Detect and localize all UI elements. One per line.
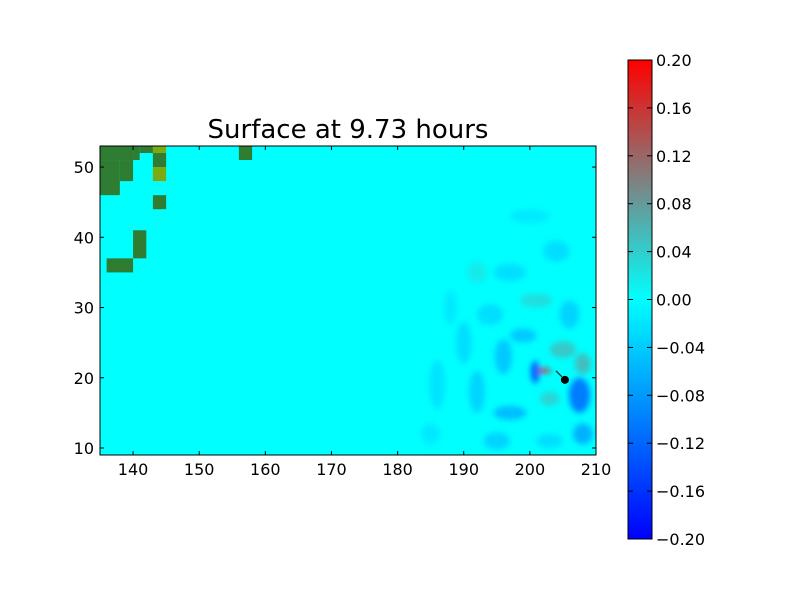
marker-layer bbox=[555, 370, 569, 384]
wave-feature bbox=[493, 263, 527, 281]
wave-feature bbox=[539, 391, 560, 406]
y-tick-label: 40 bbox=[74, 228, 94, 247]
plot-area: 140 150 160 170 180 190 200 210 10 20 30 40 50 bbox=[74, 145, 611, 479]
land-cell bbox=[139, 146, 153, 154]
plot-background bbox=[100, 146, 596, 455]
x-tick-label: 200 bbox=[515, 460, 546, 479]
y-tick-label: 30 bbox=[74, 299, 94, 318]
x-tick-label: 180 bbox=[382, 460, 413, 479]
land-cell bbox=[152, 146, 167, 154]
colorbar-tick-label: −0.04 bbox=[656, 338, 705, 357]
land-cell bbox=[133, 146, 140, 161]
x-tick-label: 160 bbox=[250, 460, 281, 479]
wave-feature bbox=[420, 423, 441, 445]
wave-field bbox=[420, 209, 593, 450]
y-tick-label: 20 bbox=[74, 369, 94, 388]
wave-feature bbox=[536, 433, 563, 448]
y-tick-label: 50 bbox=[74, 158, 94, 177]
colorbar-tick-label: −0.20 bbox=[656, 530, 705, 549]
wave-feature bbox=[572, 423, 593, 445]
marker-tail bbox=[555, 370, 563, 378]
wave-feature bbox=[510, 328, 537, 343]
land-cell bbox=[133, 230, 147, 259]
wave-feature bbox=[429, 360, 446, 410]
land-cell bbox=[152, 195, 167, 210]
wave-feature bbox=[483, 432, 511, 450]
colorbar-tick-label: 0.00 bbox=[656, 291, 692, 310]
wave-feature bbox=[530, 360, 540, 384]
land-cell bbox=[119, 160, 134, 182]
land-cell bbox=[106, 258, 134, 273]
colorbar-tick-label: −0.08 bbox=[656, 386, 705, 405]
x-tick-label: 210 bbox=[581, 460, 612, 479]
land-mask bbox=[100, 146, 253, 273]
wave-feature bbox=[559, 300, 580, 329]
wave-feature bbox=[543, 240, 570, 262]
colorbar-tick-label: 0.04 bbox=[656, 243, 692, 262]
land-cell bbox=[238, 146, 253, 161]
colorbar-tick-label: 0.12 bbox=[656, 147, 692, 166]
wave-feature bbox=[476, 304, 504, 326]
wave-feature bbox=[549, 341, 577, 359]
colorbar-ticks: 0.20 0.16 0.12 0.08 0.04 0.00 −0.04 −0.08 −0.12 −… bbox=[628, 51, 705, 549]
wave-feature bbox=[493, 405, 527, 420]
wave-feature bbox=[568, 377, 591, 413]
colorbar-tick-label: 0.16 bbox=[656, 99, 692, 118]
wave-feature bbox=[574, 353, 591, 375]
wave-feature bbox=[510, 209, 550, 224]
y-axis: 10 20 30 40 50 bbox=[74, 158, 596, 458]
wave-feature bbox=[443, 289, 458, 326]
wave-feature bbox=[467, 261, 487, 283]
chart-title: Surface at 9.73 hours bbox=[208, 115, 489, 145]
land-cell bbox=[152, 153, 167, 168]
y-tick-label: 10 bbox=[74, 439, 94, 458]
land-cell bbox=[100, 146, 134, 161]
wave-feature bbox=[494, 339, 513, 375]
colorbar-tick-label: 0.20 bbox=[656, 51, 692, 70]
colorbar-tick-label: −0.12 bbox=[656, 434, 705, 453]
x-tick-label: 170 bbox=[316, 460, 347, 479]
colorbar-tick-label: −0.16 bbox=[656, 482, 705, 501]
location-marker bbox=[560, 375, 569, 384]
wave-feature bbox=[519, 293, 554, 308]
wave-feature bbox=[469, 370, 485, 413]
x-tick-label: 150 bbox=[184, 460, 215, 479]
land-cell bbox=[152, 167, 167, 182]
x-tick-label: 140 bbox=[118, 460, 149, 479]
colorbar-tick-label: 0.08 bbox=[656, 195, 692, 214]
plot-frame bbox=[99, 145, 597, 456]
x-tick-label: 190 bbox=[448, 460, 479, 479]
land-cell bbox=[100, 160, 120, 196]
x-axis: 140 150 160 170 180 190 200 210 bbox=[118, 146, 611, 479]
wave-feature bbox=[455, 321, 472, 364]
colorbar: 0.20 0.16 0.12 0.08 0.04 0.00 −0.04 −0.08 −0.12 −… bbox=[627, 51, 705, 549]
